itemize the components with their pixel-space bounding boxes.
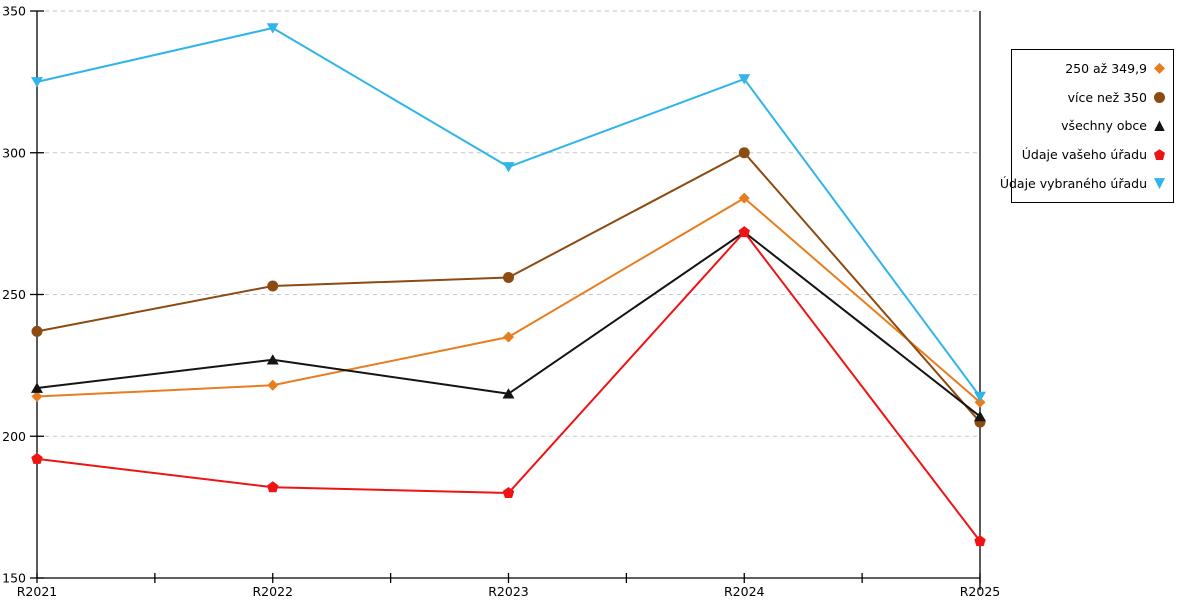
legend: 250 až 349,9 více než 350 všechny obce Údaj… bbox=[1000, 49, 1174, 203]
data-point-marker bbox=[502, 388, 515, 399]
y-axis-label: 300 bbox=[2, 145, 26, 160]
data-point-marker bbox=[738, 74, 751, 85]
data-point-marker bbox=[738, 147, 750, 159]
y-axis-label: 350 bbox=[2, 4, 26, 19]
legend-item: 250 až 349,9 bbox=[1020, 61, 1165, 76]
data-point-marker bbox=[31, 452, 43, 464]
data-point-marker bbox=[502, 486, 515, 498]
data-point-marker bbox=[502, 162, 515, 173]
x-axis-label: R2025 bbox=[960, 584, 1001, 599]
legend-item-label: Údaje vašeho úřadu bbox=[1021, 147, 1147, 163]
pentagon-marker-icon bbox=[1154, 149, 1165, 161]
x-axis-label: R2021 bbox=[17, 584, 58, 599]
data-point-marker bbox=[267, 379, 279, 391]
diamond-marker-icon bbox=[1154, 62, 1165, 74]
legend-item: všechny obce bbox=[1020, 118, 1165, 133]
legend-item: Údaje vybraného úřadu bbox=[1000, 176, 1165, 191]
data-point-marker bbox=[31, 77, 43, 88]
y-axis-label: 250 bbox=[2, 287, 26, 302]
x-axis-label: R2023 bbox=[488, 584, 529, 599]
data-point-marker bbox=[974, 410, 986, 422]
x-axis-label: R2024 bbox=[724, 584, 765, 599]
y-axis-label: 150 bbox=[2, 571, 26, 586]
data-point-marker bbox=[974, 535, 986, 547]
legend-item: Údaje vašeho úřadu bbox=[1020, 147, 1165, 162]
legend-item-label: všechny obce bbox=[1061, 118, 1147, 134]
circle-marker-icon bbox=[1154, 91, 1165, 103]
triangle-down-marker-icon bbox=[1154, 178, 1165, 190]
data-point-marker bbox=[31, 382, 43, 393]
data-point-marker bbox=[266, 23, 279, 34]
series-line-1 bbox=[36, 151, 981, 423]
legend-item-label: Údaje vybraného úřadu bbox=[999, 176, 1147, 192]
data-point-marker bbox=[31, 391, 43, 403]
data-point-marker bbox=[267, 481, 279, 493]
data-point-marker bbox=[267, 280, 279, 292]
triangle-up-marker-icon bbox=[1154, 120, 1165, 132]
data-point-marker bbox=[974, 391, 986, 403]
data-point-marker bbox=[503, 331, 514, 343]
y-axis-label: 200 bbox=[2, 429, 26, 444]
data-point-marker bbox=[974, 396, 986, 408]
legend-item-label: více než 350 bbox=[1067, 89, 1147, 105]
data-point-marker bbox=[738, 226, 750, 238]
data-point-marker bbox=[31, 325, 43, 337]
legend-item: více než 350 bbox=[1020, 90, 1165, 105]
data-point-marker bbox=[738, 192, 750, 204]
legend-item-label: 250 až 349,9 bbox=[1065, 60, 1147, 76]
data-point-marker bbox=[266, 354, 279, 365]
x-axis-label: R2022 bbox=[253, 584, 294, 599]
data-point-marker bbox=[503, 271, 514, 283]
